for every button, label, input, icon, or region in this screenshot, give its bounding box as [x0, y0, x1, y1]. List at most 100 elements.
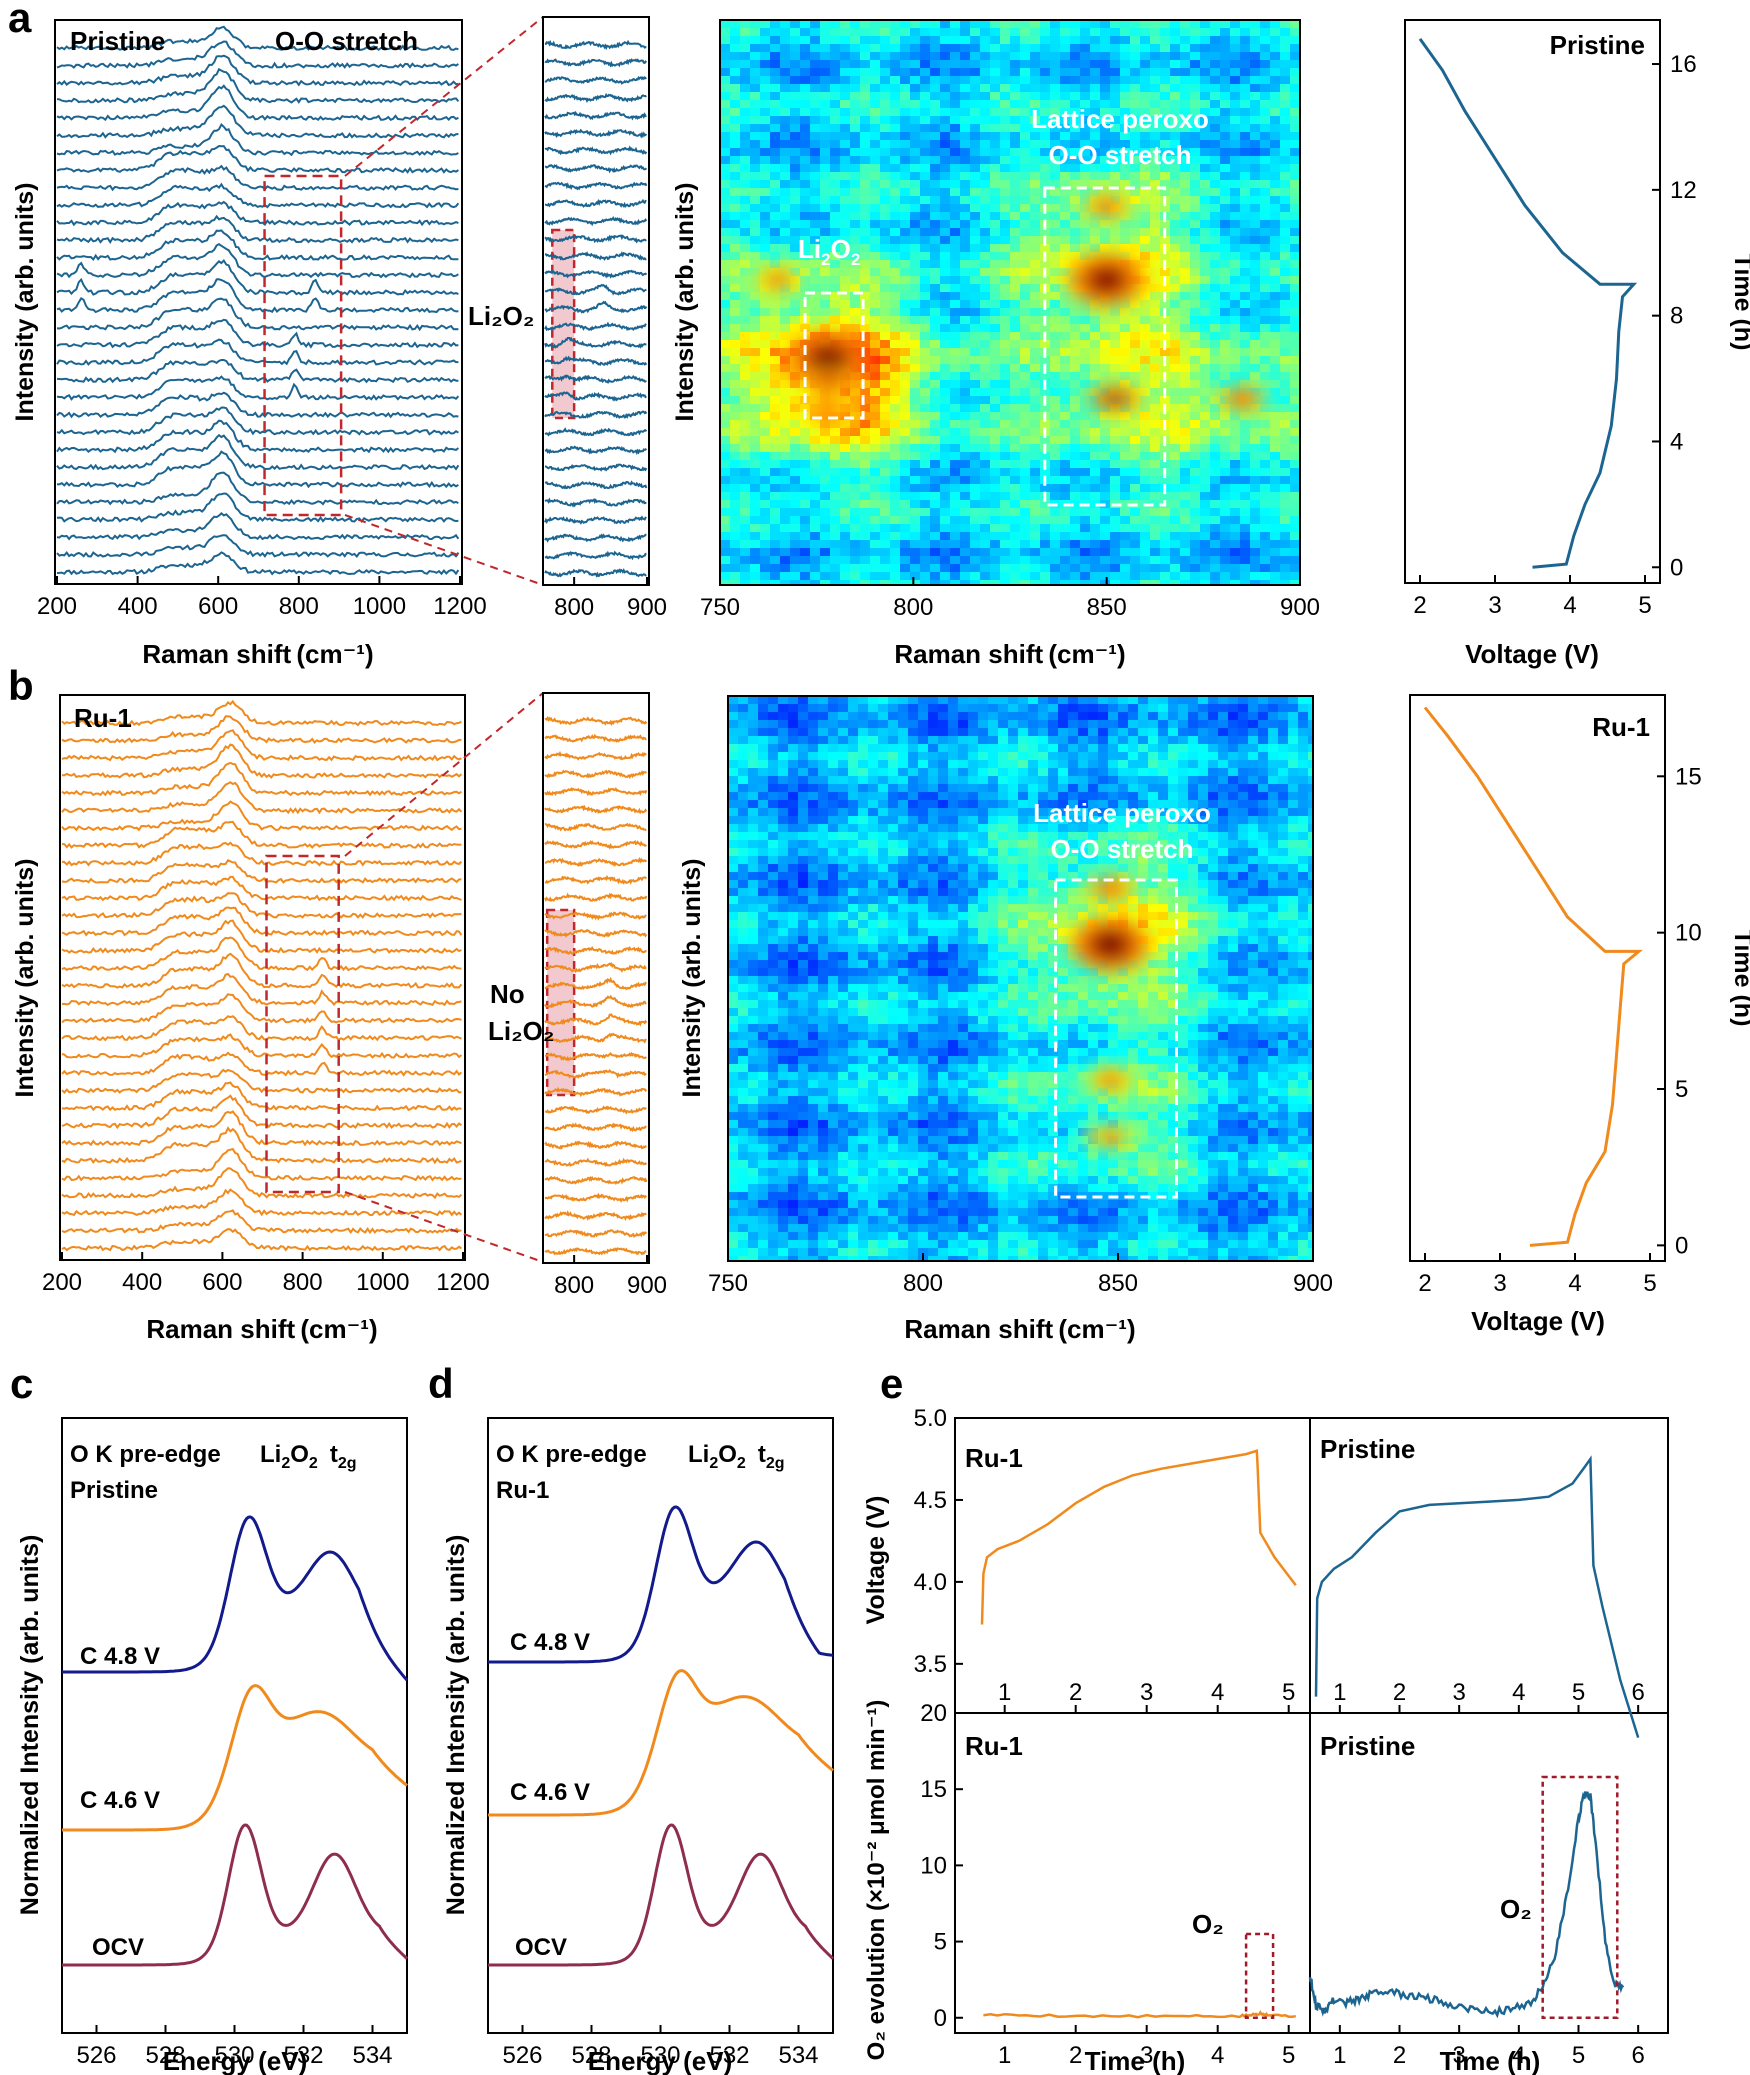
heatmap-cell [1090, 532, 1101, 541]
heatmap-cell [1038, 760, 1049, 769]
heatmap-cell [900, 572, 911, 581]
heatmap-cell [850, 84, 861, 93]
heatmap-cell [1190, 36, 1201, 45]
heatmap-cell [1108, 736, 1119, 745]
heatmap-cell [740, 412, 751, 421]
heatmap-cell [1140, 132, 1151, 141]
heatmap-cell [1160, 316, 1171, 325]
heatmap-cell [1128, 720, 1139, 729]
heatmap-cell [860, 484, 871, 493]
heatmap-cell [768, 768, 779, 777]
heatmap-cell [1240, 172, 1251, 181]
heatmap-cell [830, 324, 841, 333]
heatmap-cell [890, 380, 901, 389]
heatmap-cell [980, 148, 991, 157]
heatmap-cell [970, 260, 981, 269]
heatmap-cell [898, 720, 909, 729]
heatmap-cell [1280, 60, 1291, 69]
heatmap-cell [860, 420, 871, 429]
heatmap-cell [950, 260, 961, 269]
heatmap-cell [970, 76, 981, 85]
heatmap-cell [1220, 260, 1231, 269]
heatmap-cell [830, 76, 841, 85]
heatmap-cell [870, 332, 881, 341]
heatmap-cell [860, 516, 871, 525]
heatmap-cell [1280, 372, 1291, 381]
heatmap-cell [1270, 116, 1281, 125]
heatmap-cell [1000, 116, 1011, 125]
heatmap-cell [1290, 204, 1300, 213]
heatmap-cell [880, 412, 891, 421]
heatmap-cell [940, 244, 951, 253]
panel-a-raman-x-tick-label: 1200 [433, 593, 486, 620]
heatmap-cell [1180, 476, 1191, 485]
heatmap-cell [1250, 468, 1261, 477]
heatmap-cell [1170, 188, 1181, 197]
heatmap-cell [1260, 292, 1271, 301]
heatmap-cell [840, 108, 851, 117]
heatmap-cell [938, 744, 949, 753]
heatmap-cell [1250, 180, 1261, 189]
heatmap-cell [1120, 364, 1131, 373]
heatmap-cell [1150, 228, 1161, 237]
heatmap-cell [800, 460, 811, 469]
heatmap-cell [860, 308, 871, 317]
heatmap-cell [1110, 316, 1121, 325]
heatmap-cell [1030, 356, 1041, 365]
heatmap-cell [988, 768, 999, 777]
heatmap-cell [1110, 220, 1121, 229]
heatmap-cell [1050, 140, 1061, 149]
heatmap-cell [1110, 340, 1121, 349]
heatmap-cell [1080, 484, 1091, 493]
heatmap-cell [770, 20, 781, 29]
heatmap-cell [1218, 696, 1229, 705]
heatmap-cell [1050, 476, 1061, 485]
heatmap-cell [1158, 704, 1169, 713]
heatmap-cell [730, 516, 741, 525]
heatmap-cell [790, 156, 801, 165]
heatmap-cell [1060, 372, 1071, 381]
heatmap-cell [1260, 76, 1271, 85]
heatmap-cell [1100, 444, 1111, 453]
heatmap-cell [1020, 252, 1031, 261]
heatmap-cell [800, 420, 811, 429]
heatmap-cell [1210, 180, 1221, 189]
heatmap-cell [740, 444, 751, 453]
heatmap-cell [990, 212, 1001, 221]
heatmap-cell [1230, 508, 1241, 517]
heatmap-cell [1010, 236, 1021, 245]
heatmap-cell [1090, 580, 1101, 585]
heatmap-cell [1140, 572, 1151, 581]
heatmap-cell [850, 428, 861, 437]
panel-b-heatmap-cells [728, 696, 1313, 1261]
heatmap-cell [808, 768, 819, 777]
heatmap-cell [1058, 776, 1069, 785]
heatmap-cell [1250, 444, 1261, 453]
heatmap-cell [990, 556, 1001, 565]
heatmap-cell [770, 148, 781, 157]
heatmap-cell [1110, 52, 1121, 61]
heatmap-cell [1000, 332, 1011, 341]
heatmap-cell [1110, 132, 1121, 141]
panel-a-heatmap-x-tick-label: 900 [1280, 594, 1320, 621]
panel-b-zoom-box [265, 854, 340, 1194]
heatmap-cell [760, 76, 771, 85]
heatmap-cell [1038, 736, 1049, 745]
heatmap-cell [1070, 500, 1081, 509]
heatmap-cell [1230, 140, 1241, 149]
heatmap-cell [1040, 500, 1051, 509]
heatmap-cell [890, 76, 901, 85]
heatmap-cell [810, 548, 821, 557]
heatmap-cell [920, 548, 931, 557]
heatmap-cell [810, 68, 821, 77]
heatmap-cell [1070, 252, 1081, 261]
heatmap-cell [830, 124, 841, 133]
heatmap-cell [1120, 164, 1131, 173]
heatmap-cell [860, 332, 871, 341]
heatmap-cell [1100, 452, 1111, 461]
heatmap-cell [1000, 516, 1011, 525]
heatmap-cell [1228, 728, 1239, 737]
heatmap-cell [960, 300, 971, 309]
heatmap-cell [1120, 44, 1131, 53]
heatmap-cell [1088, 704, 1099, 713]
